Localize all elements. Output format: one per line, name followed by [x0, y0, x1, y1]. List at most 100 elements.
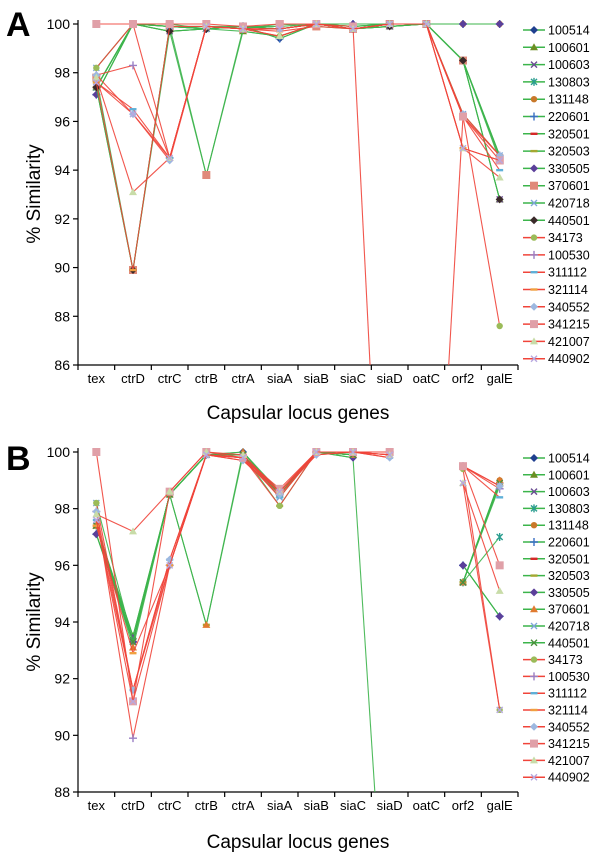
legend-item-a: 100530 — [523, 248, 590, 262]
legend-marker — [530, 622, 538, 630]
series-line — [352, 23, 390, 30]
series-line — [462, 465, 501, 498]
series-line — [206, 454, 244, 459]
data-point — [495, 482, 504, 490]
series-a-131148 — [93, 20, 503, 274]
series-line — [95, 451, 134, 702]
legend-marker — [530, 722, 538, 731]
series-a-220601 — [92, 20, 504, 99]
data-point — [129, 651, 137, 655]
y-tick-label-a: 90 — [54, 260, 70, 276]
y-tick-label-b: 88 — [54, 784, 70, 800]
legend-marker — [530, 639, 538, 647]
legend-label: 130803 — [548, 75, 590, 89]
series-line — [352, 26, 371, 366]
series-line — [169, 454, 207, 566]
legend-marker — [530, 692, 538, 695]
data-point — [92, 524, 100, 527]
series-line — [462, 60, 501, 161]
data-point — [459, 578, 467, 586]
data-point — [496, 168, 504, 172]
legend-item-a: 320503 — [523, 145, 590, 159]
series-a-370601 — [92, 20, 504, 275]
series-line — [462, 147, 501, 178]
series-line — [462, 536, 501, 583]
legend-marker — [530, 773, 538, 781]
data-point — [495, 561, 504, 570]
x-tick-label-b: galE — [487, 798, 513, 813]
series-line — [279, 25, 317, 32]
series-b-100601 — [92, 448, 504, 640]
data-point — [202, 171, 211, 180]
legend-item-a: 340552 — [523, 300, 590, 314]
series-line — [462, 116, 501, 327]
y-tick-label-b: 92 — [54, 671, 70, 687]
series-b-100603 — [92, 448, 504, 640]
data-point — [459, 144, 467, 152]
legend-marker — [530, 288, 538, 291]
data-point — [422, 20, 430, 28]
legend-item-a: 440902 — [523, 352, 590, 366]
x-tick-label-a: siaA — [267, 371, 293, 386]
data-point — [202, 22, 210, 30]
legend-label: 420718 — [548, 620, 590, 634]
series-line — [205, 28, 244, 176]
x-tick-label-a: siaD — [377, 371, 403, 386]
x-tick-label-b: orf2 — [452, 798, 474, 813]
series-line — [206, 23, 244, 27]
x-tick-label-b: siaD — [377, 798, 403, 813]
legend-item-a: 100603 — [523, 58, 590, 72]
legend-item-a: 100601 — [523, 41, 590, 55]
y-tick-label-b: 96 — [54, 557, 70, 573]
data-point — [275, 20, 284, 28]
data-point — [495, 586, 504, 594]
series-line — [132, 65, 171, 159]
y-tick-label-a: 98 — [54, 65, 70, 81]
series-line — [132, 565, 171, 702]
legend-marker — [530, 96, 538, 103]
y-tick-label-b: 98 — [54, 501, 70, 517]
data-point — [165, 487, 174, 495]
legend-item-a: 311112 — [523, 266, 587, 280]
series-line — [206, 25, 244, 30]
legend-label: 100601 — [548, 41, 590, 55]
legend-marker — [530, 181, 538, 190]
legend-marker — [530, 164, 538, 173]
series-b-100530 — [92, 448, 504, 743]
legend-item-b: 320501 — [523, 552, 590, 566]
legend-item-b: 370601 — [523, 603, 590, 617]
y-tick-label-a: 100 — [47, 16, 71, 32]
data-point — [129, 110, 137, 118]
legend-item-a: 440501 — [523, 214, 590, 228]
legend-label: 421007 — [548, 754, 590, 768]
series-line — [242, 457, 281, 493]
series-line — [279, 451, 317, 493]
legend-item-a: 341215 — [523, 318, 590, 332]
series-line — [352, 451, 390, 456]
data-point — [129, 61, 137, 70]
legend-item-a: 420718 — [523, 197, 590, 211]
data-point — [129, 527, 137, 535]
series-line — [425, 23, 464, 61]
legend-label: 131148 — [548, 519, 589, 533]
legend-label: 34173 — [548, 653, 583, 667]
data-point — [202, 620, 211, 628]
legend-marker — [530, 149, 538, 153]
panel-letter-b: B — [6, 440, 31, 478]
legend-marker — [530, 26, 538, 34]
data-point — [495, 173, 504, 181]
series-line — [132, 491, 171, 702]
legend-marker — [530, 337, 538, 345]
legend-marker — [530, 271, 538, 274]
data-point — [129, 734, 137, 743]
legend-marker — [530, 355, 538, 363]
legend-label: 340552 — [548, 720, 590, 734]
data-point — [496, 496, 504, 499]
x-tick-label-b: ctrC — [158, 798, 182, 813]
data-point — [386, 20, 394, 28]
series-a-100603 — [92, 20, 504, 203]
series-line — [242, 460, 281, 495]
data-point — [129, 188, 137, 196]
legend-item-a: 321114 — [523, 283, 588, 297]
